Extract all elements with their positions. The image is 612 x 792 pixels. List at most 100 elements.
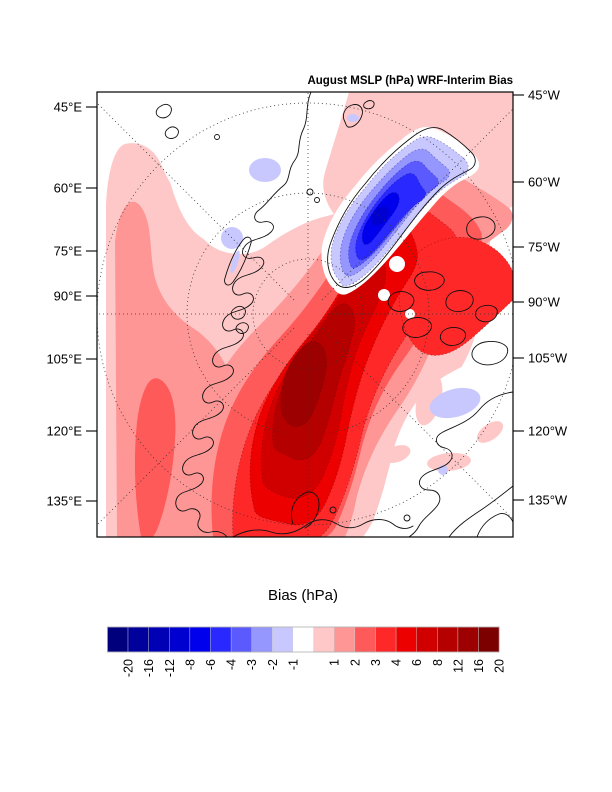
island-archipelago bbox=[439, 327, 466, 346]
axis-label-left: 75°E bbox=[54, 244, 83, 259]
left-axis-ticks bbox=[86, 106, 97, 502]
colorbar-tick-label: -4 bbox=[225, 659, 239, 670]
colorbar-cell bbox=[437, 626, 459, 653]
islet bbox=[214, 134, 220, 140]
axis-label-right: 90°W bbox=[528, 295, 561, 310]
island-norway-islet bbox=[164, 126, 179, 139]
colorbar-tick-label: -6 bbox=[204, 659, 218, 670]
colorbar-tick-label: -3 bbox=[245, 659, 259, 670]
pink-patch bbox=[383, 445, 411, 463]
colorbar-border bbox=[107, 626, 500, 653]
lavender-patch-svalbard bbox=[347, 114, 359, 122]
colorbar-tick-label: 12 bbox=[451, 659, 465, 673]
colorbar-tick-label: 1 bbox=[328, 659, 342, 666]
colorbar-cell bbox=[457, 626, 479, 653]
contour-level-m8 bbox=[371, 206, 389, 226]
colorbar bbox=[107, 626, 500, 653]
weak-positive-patches bbox=[383, 374, 504, 472]
colorbar-tick-label: 8 bbox=[431, 659, 445, 666]
colorbar-cell bbox=[210, 626, 232, 653]
colorbar-cell bbox=[107, 626, 129, 653]
axis-label-right: 120°W bbox=[528, 424, 568, 439]
right-axis-ticks bbox=[513, 94, 524, 501]
axis-label-left: 105°E bbox=[46, 352, 82, 367]
colorbar-cell bbox=[127, 626, 149, 653]
axis-label-left: 60°E bbox=[54, 181, 83, 196]
contour-level-16 bbox=[280, 341, 327, 427]
colorbar-tick-label: -1 bbox=[286, 659, 300, 670]
map-panel bbox=[96, 91, 514, 538]
axis-label-right: 105°W bbox=[528, 351, 568, 366]
island-franz-josef bbox=[306, 188, 314, 196]
coast-greenland bbox=[327, 127, 476, 288]
axis-label-left: 135°E bbox=[46, 494, 82, 509]
coast-alaska bbox=[448, 485, 513, 537]
axis-label-left: 45°E bbox=[54, 100, 83, 115]
contour-level-4-archipelago bbox=[399, 236, 513, 356]
colorbar-cell bbox=[148, 626, 170, 653]
map-frame bbox=[96, 91, 514, 538]
colorbar-cell bbox=[354, 626, 376, 653]
coast-chukotka bbox=[291, 491, 320, 529]
contour-fill-positive-inner bbox=[115, 145, 513, 537]
axis-label-right: 45°W bbox=[528, 88, 561, 103]
colorbar-cell bbox=[189, 626, 211, 653]
island-franz-josef bbox=[314, 197, 320, 203]
right-axis: 45°W 60°W 75°W 90°W 105°W 120°W 135°W bbox=[513, 88, 568, 508]
coast-siberia-bottom bbox=[232, 519, 414, 537]
island-archipelago bbox=[414, 271, 445, 291]
colorbar-tick-label: -2 bbox=[266, 659, 280, 670]
lavender-patch-barents bbox=[249, 158, 281, 182]
axis-label-right: 135°W bbox=[528, 493, 568, 508]
meridian-line bbox=[97, 327, 295, 526]
colorbar-cell bbox=[272, 626, 294, 653]
colorbar-cell bbox=[416, 626, 438, 653]
colorbar-tick-label: 3 bbox=[369, 659, 383, 666]
axis-label-right: 75°W bbox=[528, 240, 561, 255]
coastlines bbox=[155, 92, 513, 537]
islet-bering bbox=[329, 506, 337, 514]
graticule bbox=[97, 92, 513, 537]
island-archipelago bbox=[402, 317, 432, 338]
colorbar-cell bbox=[375, 626, 397, 653]
white-bottom-right bbox=[367, 323, 513, 537]
colorbar-cell bbox=[251, 626, 273, 653]
island-severnaya-zemlya bbox=[230, 305, 246, 320]
coast-north-america bbox=[408, 391, 513, 537]
greenland-negative-bias bbox=[321, 126, 479, 295]
island-archipelago bbox=[445, 290, 474, 313]
colorbar-tick-labels: -20 -16 -12 -8 -6 -4 -3 -2 -1 1 2 3 4 6 8 12 16 20 bbox=[122, 659, 507, 677]
colorbar-tick-label: 16 bbox=[472, 659, 486, 673]
colorbar-tick-label: -20 bbox=[122, 659, 136, 677]
colorbar-tick-label: 4 bbox=[390, 659, 404, 666]
islet-bering bbox=[403, 514, 411, 522]
pink-patch bbox=[476, 421, 504, 443]
coast-hudson bbox=[476, 513, 513, 537]
coast-eurasia bbox=[175, 92, 312, 537]
colorbar-cell bbox=[292, 627, 314, 652]
colorbar-tick-label: -16 bbox=[142, 659, 156, 677]
latitude-circle bbox=[252, 258, 364, 370]
colorbar-cell bbox=[334, 626, 356, 653]
white-spot bbox=[405, 309, 415, 319]
colorbar-cell bbox=[230, 626, 252, 653]
island-norway-islet bbox=[155, 103, 172, 119]
weak-negative-patches bbox=[221, 114, 481, 475]
island-svalbard bbox=[342, 104, 363, 128]
lavender-sliver-novaya-zemlya bbox=[230, 250, 240, 274]
lavender-patch-kara bbox=[221, 227, 243, 249]
axis-label-right: 60°W bbox=[528, 175, 561, 190]
island-svalbard-islet bbox=[363, 100, 375, 110]
colorbar-cell bbox=[313, 626, 335, 653]
axis-label-left: 90°E bbox=[54, 289, 83, 304]
colorbar-cell bbox=[478, 626, 500, 653]
colorbar-cell bbox=[395, 626, 417, 653]
lavender-patch-canada bbox=[429, 387, 481, 419]
island-iceland bbox=[466, 216, 496, 240]
colorbar-tick-label: -12 bbox=[163, 659, 177, 677]
island-novaya-zemlya bbox=[224, 236, 252, 286]
white-spot bbox=[389, 256, 405, 272]
colorbar-tick-label: 6 bbox=[410, 659, 424, 666]
white-spot bbox=[378, 289, 390, 301]
